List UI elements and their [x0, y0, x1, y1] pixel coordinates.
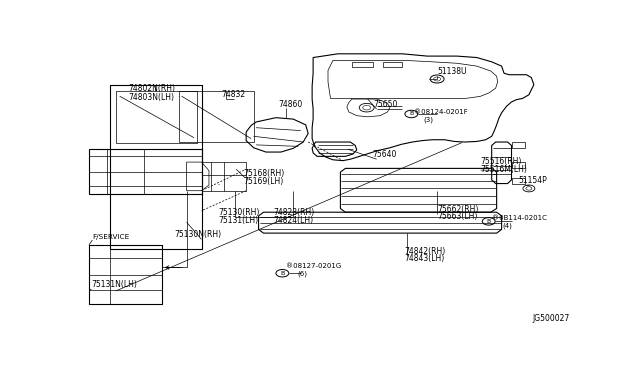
Text: 75640: 75640 — [372, 150, 397, 159]
Text: (6): (6) — [297, 271, 307, 277]
Text: 74802N(RH): 74802N(RH) — [129, 84, 175, 93]
Text: JG500027: JG500027 — [532, 314, 570, 323]
Text: ®08127-0201G: ®08127-0201G — [286, 263, 341, 269]
Text: 74843(LH): 74843(LH) — [404, 254, 444, 263]
Text: 75130N(RH): 75130N(RH) — [174, 230, 221, 240]
Text: 74842(RH): 74842(RH) — [404, 247, 445, 256]
Text: 75516M(LH): 75516M(LH) — [481, 165, 527, 174]
Text: 74824(LH): 74824(LH) — [273, 216, 314, 225]
Text: 74823(RH): 74823(RH) — [273, 208, 315, 217]
Text: 74803N(LH): 74803N(LH) — [129, 93, 175, 102]
Text: 75131(LH): 75131(LH) — [218, 216, 258, 225]
Text: B: B — [409, 112, 413, 116]
Text: 75662(RH): 75662(RH) — [437, 205, 479, 214]
Text: 75169(LH): 75169(LH) — [244, 177, 284, 186]
Text: ®0B114-0201C: ®0B114-0201C — [492, 215, 547, 221]
Text: 51154P: 51154P — [518, 176, 547, 185]
Text: 74860: 74860 — [278, 100, 303, 109]
Text: 75130(RH): 75130(RH) — [218, 208, 259, 217]
Text: 75663(LH): 75663(LH) — [437, 212, 477, 221]
Text: 75650: 75650 — [374, 100, 398, 109]
Text: F/SERVICE: F/SERVICE — [92, 234, 130, 240]
Text: 74832: 74832 — [221, 90, 246, 99]
Text: 51138U: 51138U — [437, 67, 467, 76]
Text: 75516(RH): 75516(RH) — [481, 157, 522, 166]
Text: (3): (3) — [424, 116, 434, 122]
Text: (4): (4) — [502, 222, 512, 229]
Text: B: B — [280, 271, 285, 276]
Text: 75131N(LH): 75131N(LH) — [91, 280, 137, 289]
Text: ®08124-0201F: ®08124-0201F — [414, 109, 468, 115]
Text: 75168(RH): 75168(RH) — [244, 169, 285, 178]
Text: B: B — [486, 219, 491, 224]
